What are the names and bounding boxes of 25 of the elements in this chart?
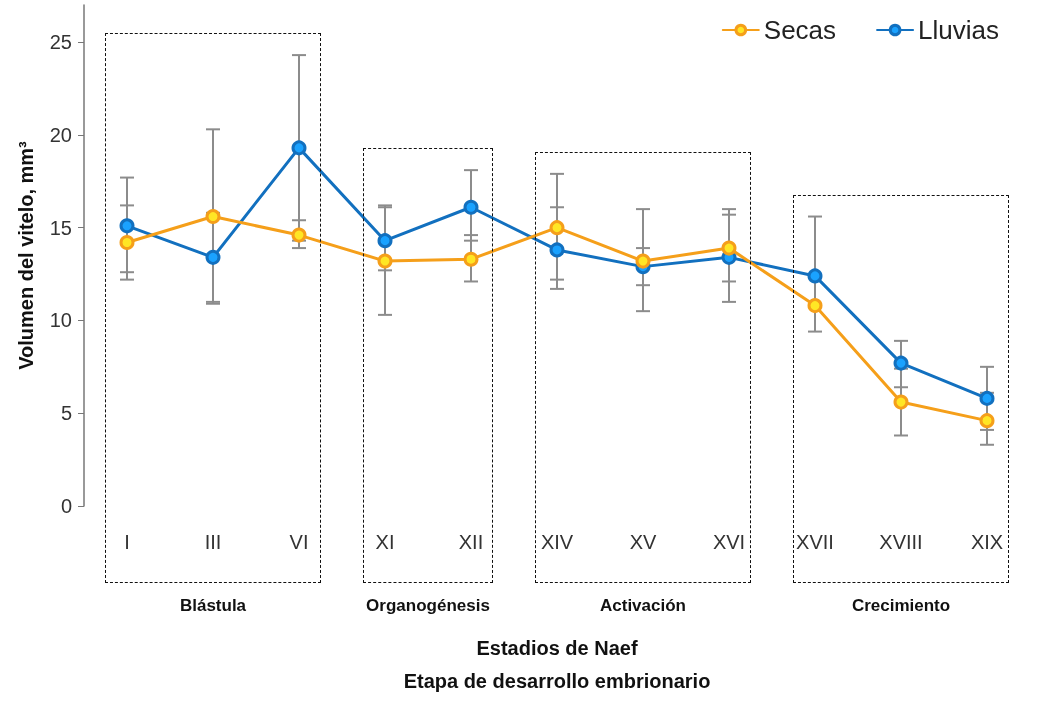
x-tick-label: XVII <box>796 531 834 553</box>
x-tick-label: XIV <box>540 531 574 553</box>
x-tick-label: VI <box>289 531 309 553</box>
y-tick-label: 5 <box>60 402 72 425</box>
text: Crecimiento <box>850 596 952 616</box>
x-tick-label: XIX <box>970 531 1004 553</box>
y-tick-label: 20 <box>49 123 72 146</box>
x-tick-label: III <box>204 531 222 553</box>
x-tick-label: XVIII <box>879 531 923 553</box>
y-tick-label: 0 <box>60 495 72 517</box>
x-tick-label: XVI <box>712 531 746 553</box>
text: Organogénesis <box>365 596 491 616</box>
x-tick-label: XV <box>629 531 657 553</box>
legend-label: Secas <box>763 15 837 45</box>
text: Activación <box>599 596 687 616</box>
x-tick-label: XI <box>375 531 395 553</box>
y-axis-title: Volumen del vitelo, mm³ <box>15 140 37 370</box>
x-tick-label: I <box>124 531 130 553</box>
y-tick-label: 15 <box>49 216 72 239</box>
text: Blástula <box>178 596 248 616</box>
x-tick-label: XII <box>458 531 484 553</box>
y-tick-label: 10 <box>49 309 72 332</box>
legend-label: Lluvias <box>918 15 999 45</box>
y-tick-label: 25 <box>49 31 72 54</box>
x-axis-title: Estadios de Naef Etapa de desarrollo embrionario <box>403 636 711 692</box>
